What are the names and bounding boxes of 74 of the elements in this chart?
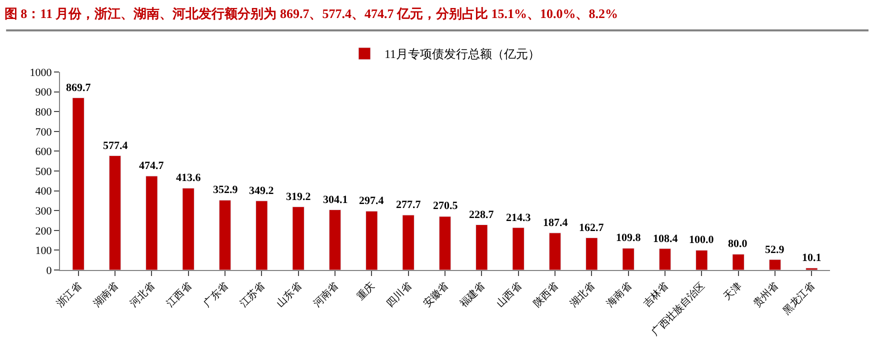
bar <box>732 254 744 270</box>
y-tick-label: 100 <box>35 245 52 258</box>
text: 270.5 <box>433 200 458 212</box>
bar <box>622 248 634 270</box>
bar <box>256 200 268 270</box>
text: 108.4 <box>653 233 678 245</box>
text: 10.1 <box>802 252 822 264</box>
text: 304.1 <box>323 194 348 206</box>
text: 349.2 <box>249 185 274 197</box>
text: 214.3 <box>506 212 531 224</box>
y-tick-label: 500 <box>35 166 52 178</box>
y-tick-label: 800 <box>35 106 52 118</box>
bar <box>658 248 672 270</box>
y-tick-label: 900 <box>35 86 52 99</box>
x-tick-label: 四川省 <box>384 280 414 310</box>
text: 352.9 <box>213 184 238 196</box>
bar <box>218 200 232 270</box>
x-tick-label: 江西省 <box>164 280 194 310</box>
x-tick-label: 湖北省 <box>568 280 598 310</box>
y-tick-label: 200 <box>35 225 52 238</box>
bar <box>512 227 524 270</box>
text: 228.7 <box>469 209 494 221</box>
x-tick-label: 湖南省 <box>90 280 121 310</box>
text: 297.4 <box>359 195 384 207</box>
x-tick-label: 吉林省 <box>640 280 671 310</box>
y-tick-label: 700 <box>35 126 52 138</box>
text: 277.7 <box>396 199 421 211</box>
bar <box>328 210 342 270</box>
y-tick-label: 300 <box>35 205 52 218</box>
y-tick-label: 0 <box>46 264 52 277</box>
text: 413.6 <box>176 172 201 184</box>
bar <box>108 155 122 270</box>
text: 162.7 <box>579 222 604 234</box>
text: 869.7 <box>66 82 91 94</box>
x-tick-label: 安徽省 <box>420 280 451 310</box>
bar <box>548 232 562 270</box>
y-tick-label: 1000 <box>30 66 52 79</box>
text: 100.0 <box>689 234 714 246</box>
text: 109.8 <box>616 232 641 244</box>
x-tick-label: 重庆 <box>354 280 378 303</box>
text: 474.7 <box>139 160 164 172</box>
x-tick-label: 河北省 <box>128 280 158 310</box>
text: 80.0 <box>728 238 748 250</box>
y-tick-label: 400 <box>35 186 52 198</box>
x-tick-label: 江苏省 <box>238 280 268 310</box>
x-tick-label: 陕西省 <box>530 280 561 310</box>
text: 319.2 <box>286 191 311 203</box>
bar <box>292 206 304 270</box>
bar <box>586 238 598 270</box>
x-tick-label: 贵州省 <box>750 280 781 310</box>
x-tick-label: 黑龙江省 <box>780 280 818 317</box>
x-tick-label: 河南省 <box>310 280 341 310</box>
chart-title: 图 8：11 月份，浙江、湖南、河北发行额分别为 869.7、577.4、474.7 亿元，分别占比 15.1%、10.0%、8.2% <box>4 6 618 21</box>
bar <box>438 216 452 270</box>
x-tick-label: 福建省 <box>458 280 488 310</box>
x-tick-label: 广东省 <box>200 280 231 310</box>
bar <box>146 176 158 270</box>
text: 187.4 <box>543 217 568 229</box>
x-tick-label: 天津 <box>721 280 744 303</box>
bar <box>72 98 84 270</box>
x-tick-label: 山西省 <box>494 280 524 310</box>
text: 577.4 <box>103 140 128 152</box>
y-tick-label: 600 <box>35 146 52 158</box>
text: 52.9 <box>765 244 784 256</box>
bar <box>402 214 414 270</box>
legend-label: 11月专项债发行总额（亿元） <box>384 47 540 62</box>
x-tick-label: 山东省 <box>274 280 304 310</box>
bar <box>476 224 488 270</box>
bar <box>768 259 782 270</box>
bar <box>182 188 194 270</box>
bar <box>366 210 378 270</box>
x-tick-label: 海南省 <box>604 280 634 310</box>
bar <box>696 250 708 270</box>
x-tick-label: 浙江省 <box>54 280 84 310</box>
